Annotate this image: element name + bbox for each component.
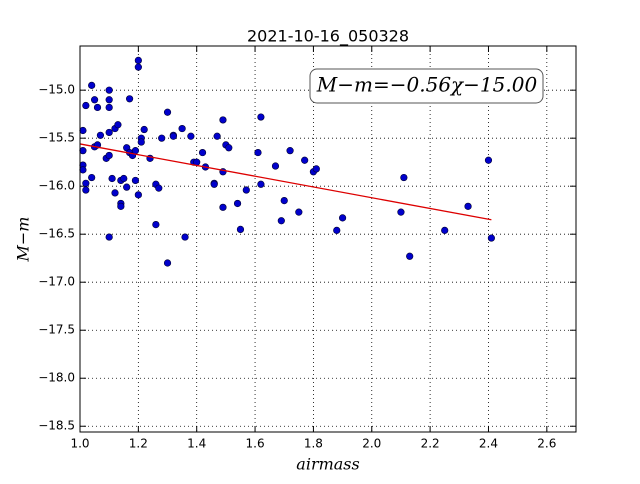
plot-frame — [79, 45, 577, 433]
point — [338, 214, 347, 222]
point — [137, 138, 145, 146]
point — [126, 95, 134, 103]
point — [286, 147, 294, 155]
point — [79, 126, 87, 135]
point — [236, 225, 245, 233]
point — [219, 203, 227, 211]
y-tick-label: −18.5 — [38, 419, 75, 433]
x-tick-label: 1.8 — [304, 437, 323, 451]
y-axis-label: M−m — [14, 217, 33, 263]
point — [152, 220, 160, 229]
point — [134, 56, 142, 65]
point — [210, 180, 218, 188]
point — [178, 124, 186, 133]
point — [88, 81, 96, 89]
point — [82, 101, 90, 110]
point — [277, 217, 285, 225]
point — [93, 103, 102, 112]
y-tick-label: −16.0 — [38, 179, 75, 193]
point — [464, 202, 472, 210]
point — [213, 132, 221, 140]
point — [295, 208, 303, 216]
point — [271, 162, 280, 170]
point — [225, 144, 233, 152]
point — [257, 180, 265, 188]
point — [163, 259, 172, 267]
point — [169, 132, 177, 140]
point — [79, 166, 87, 174]
point — [105, 96, 113, 104]
point — [158, 134, 166, 142]
point — [117, 202, 125, 210]
point — [105, 103, 113, 112]
point — [105, 233, 113, 241]
x-tick-label: 1.4 — [187, 437, 206, 451]
point — [108, 174, 116, 183]
annotation: M−m=−0.56χ−15.00 — [316, 73, 538, 97]
point — [96, 131, 105, 139]
y-tick-label: −15.0 — [38, 83, 75, 97]
point — [123, 183, 131, 191]
y-tick-label: −17.0 — [38, 275, 75, 289]
y-tick-label: −16.5 — [38, 227, 75, 241]
y-tick-label: −18.0 — [38, 371, 75, 385]
point — [280, 196, 288, 205]
point — [484, 156, 493, 164]
point — [131, 176, 140, 185]
x-tick-label: 1.2 — [129, 437, 148, 451]
y-tick-label: −15.5 — [38, 131, 75, 145]
chart-title: 2021-10-16_050328 — [247, 27, 409, 47]
point — [134, 191, 142, 199]
point — [333, 226, 341, 234]
x-tick-label: 1.6 — [246, 437, 265, 451]
point — [254, 148, 262, 157]
point — [163, 108, 172, 116]
point — [312, 165, 320, 173]
point — [105, 151, 113, 160]
x-tick-label: 2.0 — [362, 437, 381, 451]
point — [441, 226, 449, 234]
point — [397, 208, 405, 216]
point — [187, 132, 195, 140]
fit-line — [79, 143, 492, 221]
point — [140, 125, 148, 134]
point — [233, 199, 242, 208]
point — [111, 189, 119, 197]
annotation-box — [309, 68, 544, 104]
point — [131, 147, 140, 155]
x-tick-label: 1.0 — [70, 437, 89, 451]
point — [105, 128, 113, 137]
point — [242, 186, 250, 194]
point — [219, 116, 227, 124]
point — [487, 234, 495, 242]
x-axis-label: airmass — [296, 455, 359, 474]
point — [90, 96, 99, 104]
point — [155, 184, 163, 192]
point — [105, 86, 113, 94]
point — [88, 173, 96, 182]
point — [181, 233, 189, 241]
y-tick-label: −17.5 — [38, 323, 75, 337]
point — [198, 148, 207, 157]
point — [257, 113, 265, 121]
point — [134, 63, 142, 71]
x-tick-label: 2.2 — [421, 437, 440, 451]
point — [82, 179, 90, 187]
point — [82, 186, 90, 194]
point — [114, 121, 122, 129]
point — [301, 156, 309, 164]
x-tick-label: 2.4 — [479, 437, 498, 451]
point — [406, 252, 414, 260]
x-tick-label: 2.6 — [537, 437, 556, 451]
point — [120, 174, 128, 183]
point — [79, 147, 87, 155]
point — [400, 173, 408, 182]
